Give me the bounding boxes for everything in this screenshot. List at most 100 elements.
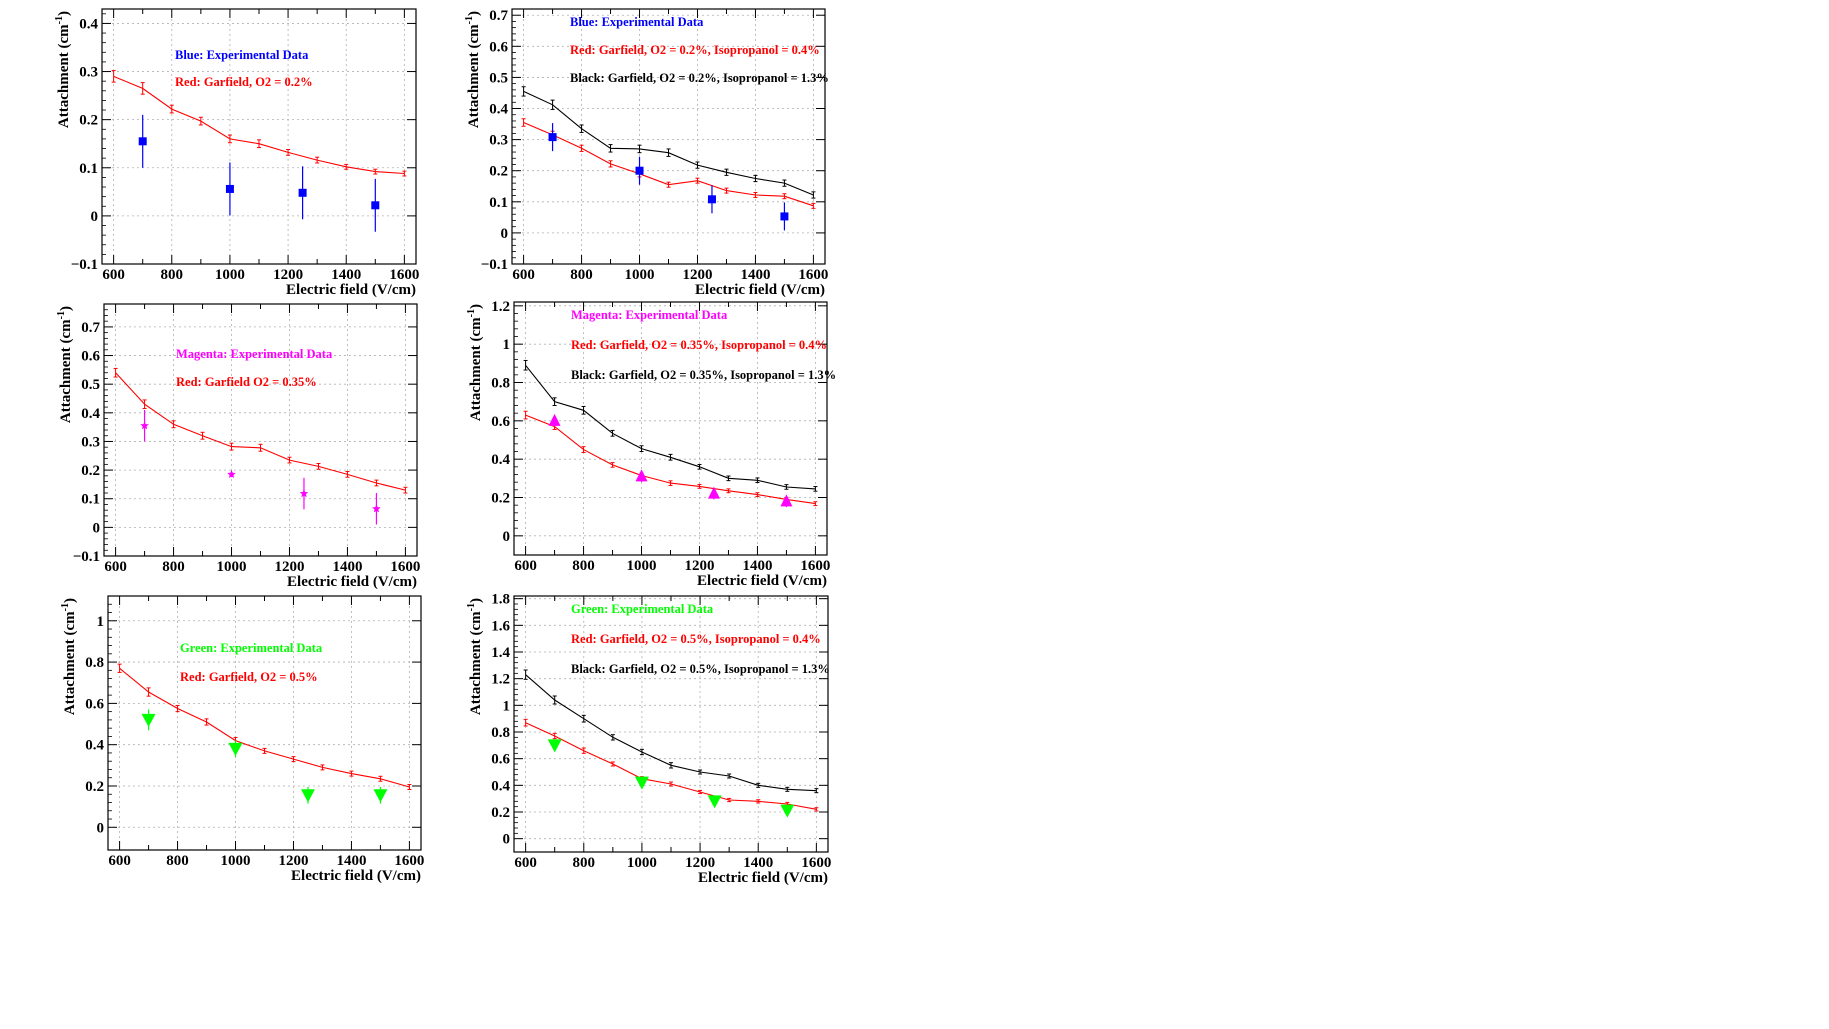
y-tick-label: 0 xyxy=(503,832,511,848)
data-point xyxy=(635,469,648,482)
x-tick-label: 1400 xyxy=(740,267,770,283)
y-tick-label: 1.2 xyxy=(491,299,510,315)
data-point xyxy=(300,789,315,803)
x-tick-label: 1600 xyxy=(394,853,424,869)
legend-entry: Red: Garfield, O2 = 0.35%, Isopropanol =… xyxy=(571,338,827,352)
ticks xyxy=(512,8,825,265)
data-point xyxy=(707,795,722,809)
y-tick-label: 0.2 xyxy=(79,113,98,129)
y-axis-label: Attachment (cm-1) xyxy=(464,11,482,128)
y-tick-label: 0 xyxy=(93,520,101,536)
x-tick-label: 1200 xyxy=(682,267,712,283)
data-point xyxy=(707,195,716,204)
series-line xyxy=(525,364,816,490)
y-tick-label: 0.2 xyxy=(489,164,508,180)
y-tick-label: 1.6 xyxy=(491,618,510,634)
data-point xyxy=(371,201,380,210)
x-axis-label: Electric field (V/cm) xyxy=(291,868,421,884)
data-point xyxy=(228,742,243,756)
series-line xyxy=(523,90,814,196)
x-axis-label: Electric field (V/cm) xyxy=(697,573,827,589)
y-tick-label: 0.6 xyxy=(491,414,510,430)
y-tick-label: 0.6 xyxy=(489,39,508,55)
ticks xyxy=(104,303,417,557)
x-tick-label: 800 xyxy=(570,267,593,283)
series-line xyxy=(523,121,814,207)
series-experimental-data xyxy=(548,413,793,508)
y-tick-label: 0.8 xyxy=(85,655,104,671)
grid xyxy=(104,304,417,557)
data-point xyxy=(141,713,156,727)
y-tick-label: 0.3 xyxy=(81,434,100,450)
x-tick-label: 800 xyxy=(572,558,595,574)
y-tick-label: −0.1 xyxy=(73,549,100,565)
data-point xyxy=(225,184,234,193)
y-tick-label: 0.2 xyxy=(491,491,510,507)
y-tick-label: 0.1 xyxy=(81,492,100,508)
series-line xyxy=(115,372,406,491)
series-garfield-isopropanol-1-3- xyxy=(523,669,819,794)
series-line xyxy=(525,674,817,792)
x-axis-label: Electric field (V/cm) xyxy=(287,574,417,590)
data-point xyxy=(548,133,557,142)
y-tick-label: 0.2 xyxy=(81,463,100,479)
chart-green-left: 600 800 1000 1200 1400 1600 0 0.2 0.4 0.6 0.8 1 Elec… xyxy=(60,595,424,884)
x-tick-label: 600 xyxy=(514,855,537,871)
data-point xyxy=(138,137,147,146)
plot-frame xyxy=(107,595,422,851)
y-tick-label: 0.5 xyxy=(81,377,100,393)
x-tick-label: 1200 xyxy=(278,853,308,869)
y-tick-label: 0.7 xyxy=(81,320,100,336)
legend-entry: Green: Experimental Data xyxy=(180,641,323,655)
x-tick-label: 1200 xyxy=(684,558,714,574)
y-tick-label: 1.2 xyxy=(491,672,510,688)
x-tick-label: 800 xyxy=(573,855,596,871)
x-tick-label: 1200 xyxy=(273,267,303,283)
legend-entry: Black: Garfield, O2 = 0.2%, Isopropanol … xyxy=(570,71,829,85)
legend-entry: Magenta: Experimental Data xyxy=(571,308,728,322)
y-axis-label: Attachment (cm-1) xyxy=(466,598,484,715)
legend-entry: Magenta: Experimental Data xyxy=(176,347,333,361)
x-tick-label: 1600 xyxy=(389,267,419,283)
ticks xyxy=(102,9,416,265)
y-tick-label: 1.8 xyxy=(491,592,510,608)
data-point xyxy=(227,469,236,478)
data-point xyxy=(780,494,793,507)
x-tick-label: 1000 xyxy=(221,853,251,869)
series-experimental-data xyxy=(548,123,789,231)
y-tick-label: 0.6 xyxy=(85,696,104,712)
legend-entry: Black: Garfield, O2 = 0.5%, Isopropanol … xyxy=(571,662,830,676)
data-point xyxy=(372,504,381,513)
y-tick-label: 0.4 xyxy=(489,102,508,118)
y-axis-label: Attachment (cm-1) xyxy=(54,11,72,128)
y-tick-label: 1 xyxy=(97,614,105,630)
legend-entry: Red: Garfield, O2 = 0.2% xyxy=(175,75,313,89)
y-tick-label: 0.3 xyxy=(489,133,508,149)
chart-green-right: 600 800 1000 1200 1400 1600 0 0.2 0.4 0.6 0.8 1 1.2 1… xyxy=(466,592,831,886)
x-axis-label: Electric field (V/cm) xyxy=(695,282,825,298)
x-tick-label: 1400 xyxy=(743,855,773,871)
x-tick-label: 600 xyxy=(104,559,127,575)
x-tick-label: 1600 xyxy=(801,855,831,871)
y-tick-label: 0.4 xyxy=(85,738,104,754)
series-garfield-isopropanol-1-3- xyxy=(523,359,818,492)
data-point xyxy=(373,789,388,803)
data-point xyxy=(707,486,720,499)
y-tick-label: 0.1 xyxy=(79,161,98,177)
legend-entry: Red: Garfield, O2 = 0.5%, Isopropanol = … xyxy=(571,632,821,646)
data-point xyxy=(780,804,795,818)
y-axis-label: Attachment (cm-1) xyxy=(466,304,484,421)
y-tick-label: 0.1 xyxy=(489,195,508,211)
y-tick-label: −0.1 xyxy=(481,257,508,273)
x-tick-label: 1600 xyxy=(390,559,420,575)
data-point xyxy=(635,166,644,175)
x-tick-label: 600 xyxy=(512,267,535,283)
y-tick-label: 0.8 xyxy=(491,725,510,741)
series-garfield-isopropanol-1-3- xyxy=(521,86,816,199)
data-point xyxy=(634,776,649,790)
chart-magenta-right: 600 800 1000 1200 1400 1600 0 0.2 0.4 0.6 0.8 1 1.2 E… xyxy=(466,299,836,589)
series-experimental-data xyxy=(547,739,795,818)
data-point xyxy=(140,421,149,430)
y-tick-label: 0.4 xyxy=(491,778,510,794)
